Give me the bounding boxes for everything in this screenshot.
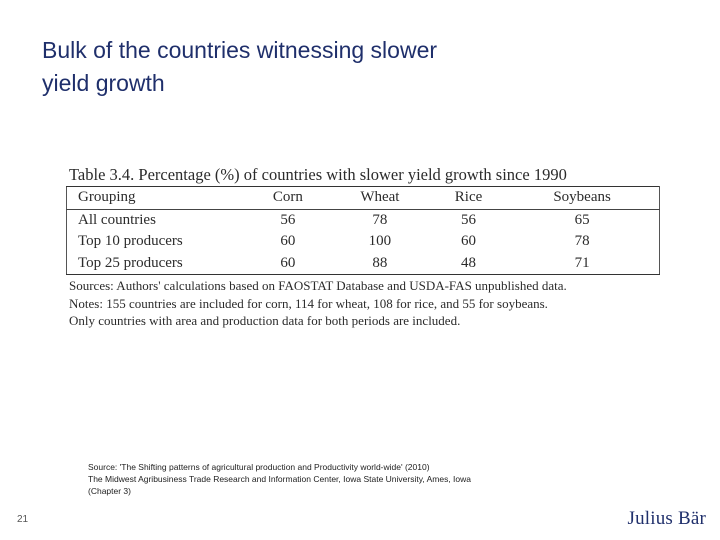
- table-header-row: Grouping Corn Wheat Rice Soybeans: [66, 186, 660, 210]
- cell-wheat: 88: [372, 254, 388, 271]
- header-rice: Rice: [431, 186, 506, 210]
- cell-wheat: 78: [372, 211, 388, 228]
- cell-corn: 56: [280, 211, 296, 228]
- table-row: Top 10 producers 60 100 60 78: [67, 231, 660, 253]
- notes-inclusion: Only countries with area and production …: [69, 313, 461, 328]
- cell-wheat: 100: [368, 233, 392, 250]
- cell-soybeans: 65: [574, 211, 590, 228]
- table-row: Top 25 producers 60 88 48 71: [67, 253, 660, 275]
- cell-grouping: Top 25 producers: [78, 254, 183, 271]
- notes-sources: Sources: Authors' calculations based on …: [69, 278, 567, 293]
- table-figure: Table 3.4. Percentage (%) of countries w…: [66, 164, 662, 330]
- header-corn: Corn: [248, 186, 328, 210]
- source-line-3: (Chapter 3): [88, 486, 131, 496]
- source-citation: Source: 'The Shifting patterns of agricu…: [88, 461, 558, 497]
- cell-corn: 60: [280, 254, 296, 271]
- header-soybeans: Soybeans: [505, 186, 660, 210]
- cell-rice: 60: [461, 233, 477, 250]
- cell-grouping: Top 10 producers: [78, 233, 183, 250]
- title-line-1: Bulk of the countries witnessing slower: [42, 37, 438, 63]
- source-line-1: Source: 'The Shifting patterns of agricu…: [88, 462, 430, 472]
- table-notes: Sources: Authors' calculations based on …: [66, 277, 662, 330]
- cell-grouping: All countries: [78, 211, 156, 228]
- cell-soybeans: 78: [574, 233, 590, 250]
- table-row: All countries 56 78 56 65: [67, 209, 660, 231]
- page-number: 21: [17, 514, 29, 525]
- cell-rice: 56: [461, 211, 477, 228]
- notes-counts: Notes: 155 countries are included for co…: [69, 295, 548, 311]
- table-caption: Table 3.4. Percentage (%) of countries w…: [69, 165, 567, 184]
- julius-baer-logo: Julius Bär: [627, 508, 706, 529]
- source-line-2: The Midwest Agribusiness Trade Research …: [88, 474, 471, 484]
- cell-rice: 48: [461, 254, 477, 271]
- title-line-2: yield growth: [42, 70, 165, 96]
- cell-corn: 60: [280, 233, 296, 250]
- header-wheat: Wheat: [327, 186, 432, 210]
- slide-title: Bulk of the countries witnessing slower …: [42, 34, 662, 100]
- header-grouping: Grouping: [66, 186, 248, 210]
- cell-soybeans: 71: [574, 254, 590, 271]
- data-table: Grouping Corn Wheat Rice Soybeans All co…: [66, 186, 660, 275]
